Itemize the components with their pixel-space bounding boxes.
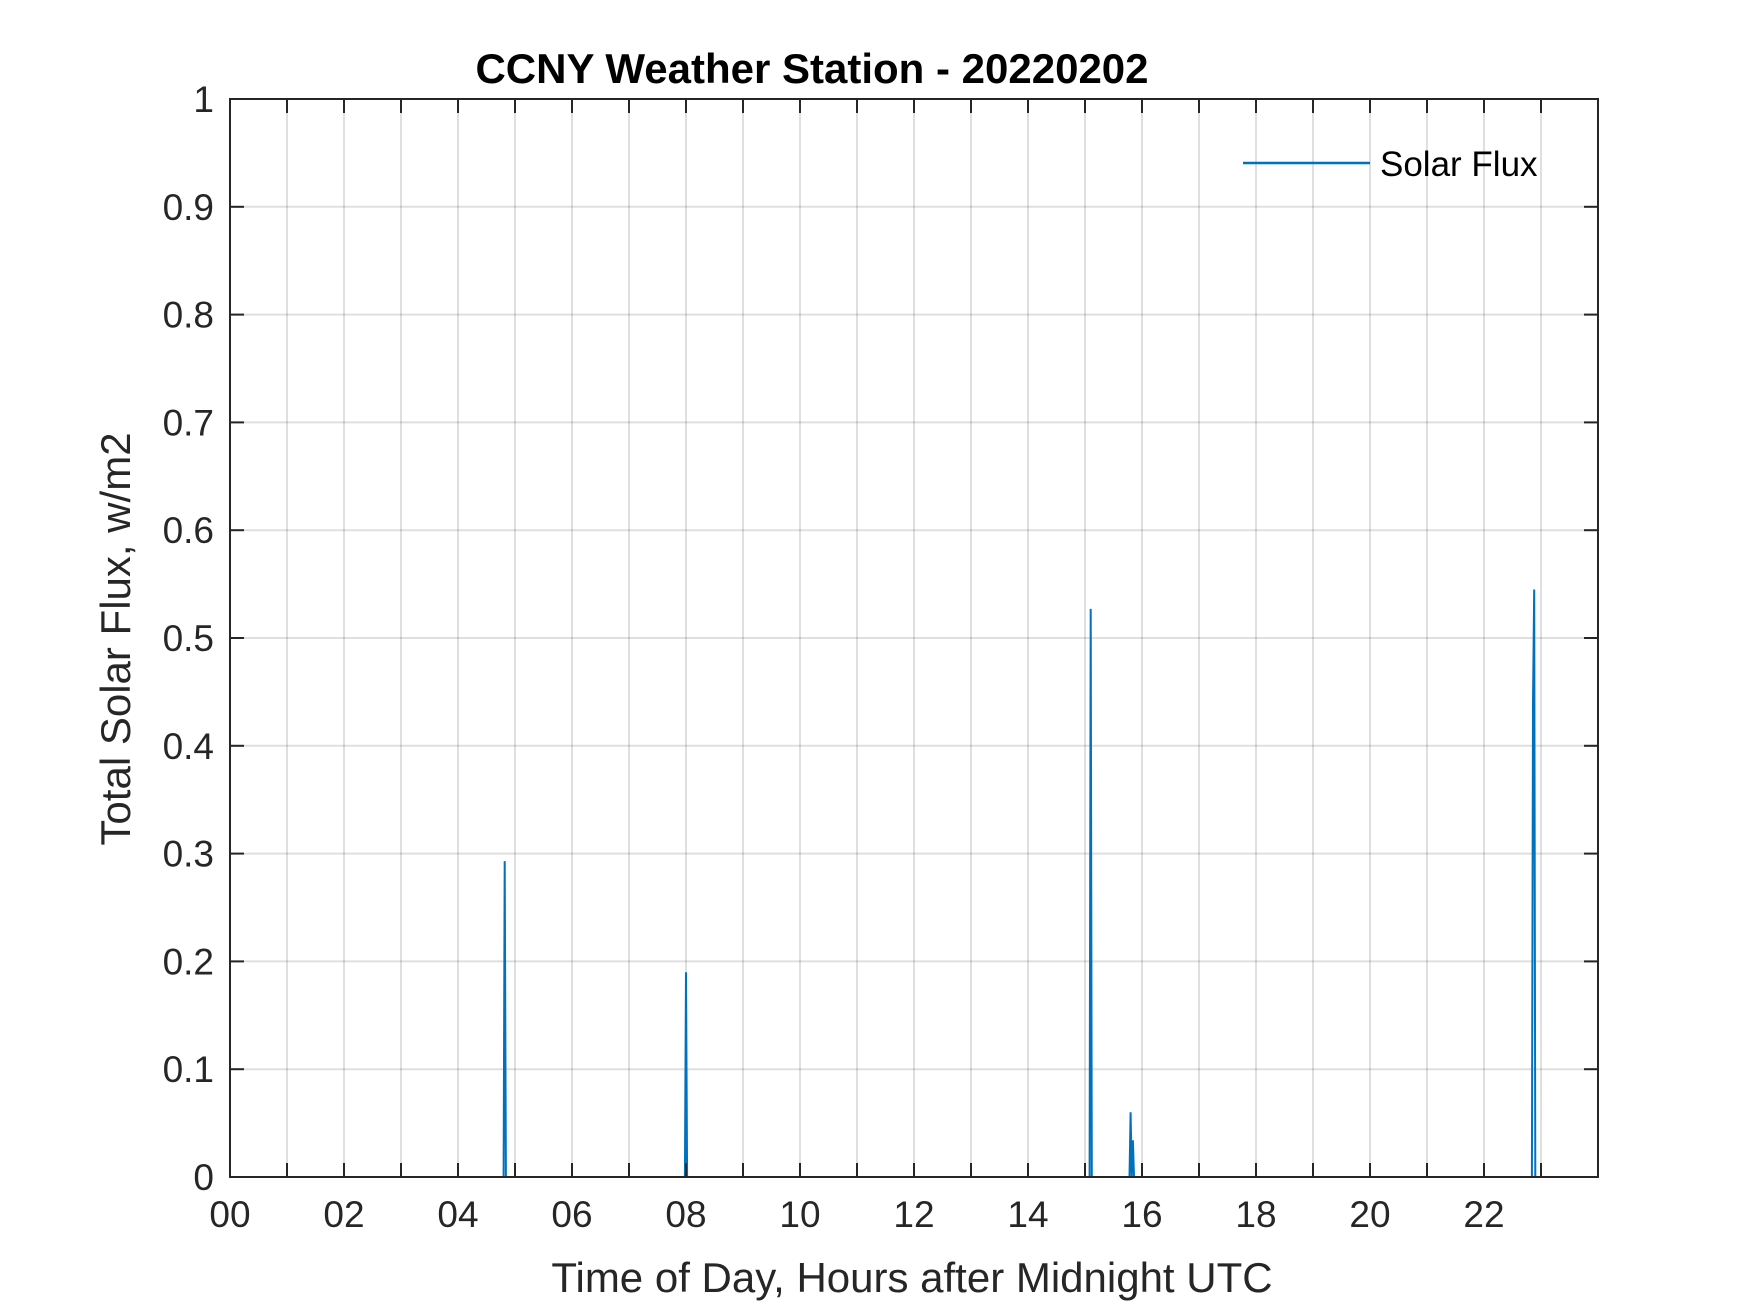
x-tick-label-04: 04 xyxy=(437,1194,478,1235)
y-tick-label-0.9: 0.9 xyxy=(163,187,214,228)
y-tick-label-0.2: 0.2 xyxy=(163,941,214,982)
x-tick-label-08: 08 xyxy=(665,1194,706,1235)
legend: Solar Flux xyxy=(1243,145,1538,184)
x-tick-label-00: 00 xyxy=(209,1194,250,1235)
y-tick-label-0.1: 0.1 xyxy=(163,1049,214,1090)
y-tick-label-0.3: 0.3 xyxy=(163,834,214,875)
y-tick-label-1: 1 xyxy=(193,79,214,120)
x-tick-label-16: 16 xyxy=(1121,1194,1162,1235)
x-tick-label-06: 06 xyxy=(551,1194,592,1235)
tick-marks xyxy=(229,98,1598,1178)
y-tick-label-0.5: 0.5 xyxy=(163,618,214,659)
y-axis-label: Total Solar Flux, w/m2 xyxy=(92,432,139,845)
x-tick-label-02: 02 xyxy=(323,1194,364,1235)
legend-label-solar-flux: Solar Flux xyxy=(1380,145,1538,184)
y-tick-label-0.4: 0.4 xyxy=(163,726,214,767)
x-tick-labels: 00 02 04 06 08 10 12 14 16 18 20 22 xyxy=(209,1194,1504,1235)
x-tick-label-12: 12 xyxy=(893,1194,934,1235)
y-tick-label-0: 0 xyxy=(193,1157,214,1198)
y-tick-labels: 0 0.1 0.2 0.3 0.4 0.5 0.6 0.7 0.8 0.9 1 xyxy=(163,79,214,1198)
x-tick-label-14: 14 xyxy=(1007,1194,1048,1235)
x-tick-label-20: 20 xyxy=(1349,1194,1390,1235)
x-tick-label-10: 10 xyxy=(779,1194,820,1235)
x-axis-label: Time of Day, Hours after Midnight UTC xyxy=(551,1254,1272,1301)
y-tick-label-0.8: 0.8 xyxy=(163,295,214,336)
plot-background xyxy=(230,99,1598,1177)
x-tick-label-18: 18 xyxy=(1235,1194,1276,1235)
plot-area xyxy=(229,98,1599,1178)
chart-title: CCNY Weather Station - 20220202 xyxy=(475,45,1148,92)
x-tick-label-22: 22 xyxy=(1463,1194,1504,1235)
y-tick-label-0.6: 0.6 xyxy=(163,510,214,551)
y-tick-label-0.7: 0.7 xyxy=(163,402,214,443)
